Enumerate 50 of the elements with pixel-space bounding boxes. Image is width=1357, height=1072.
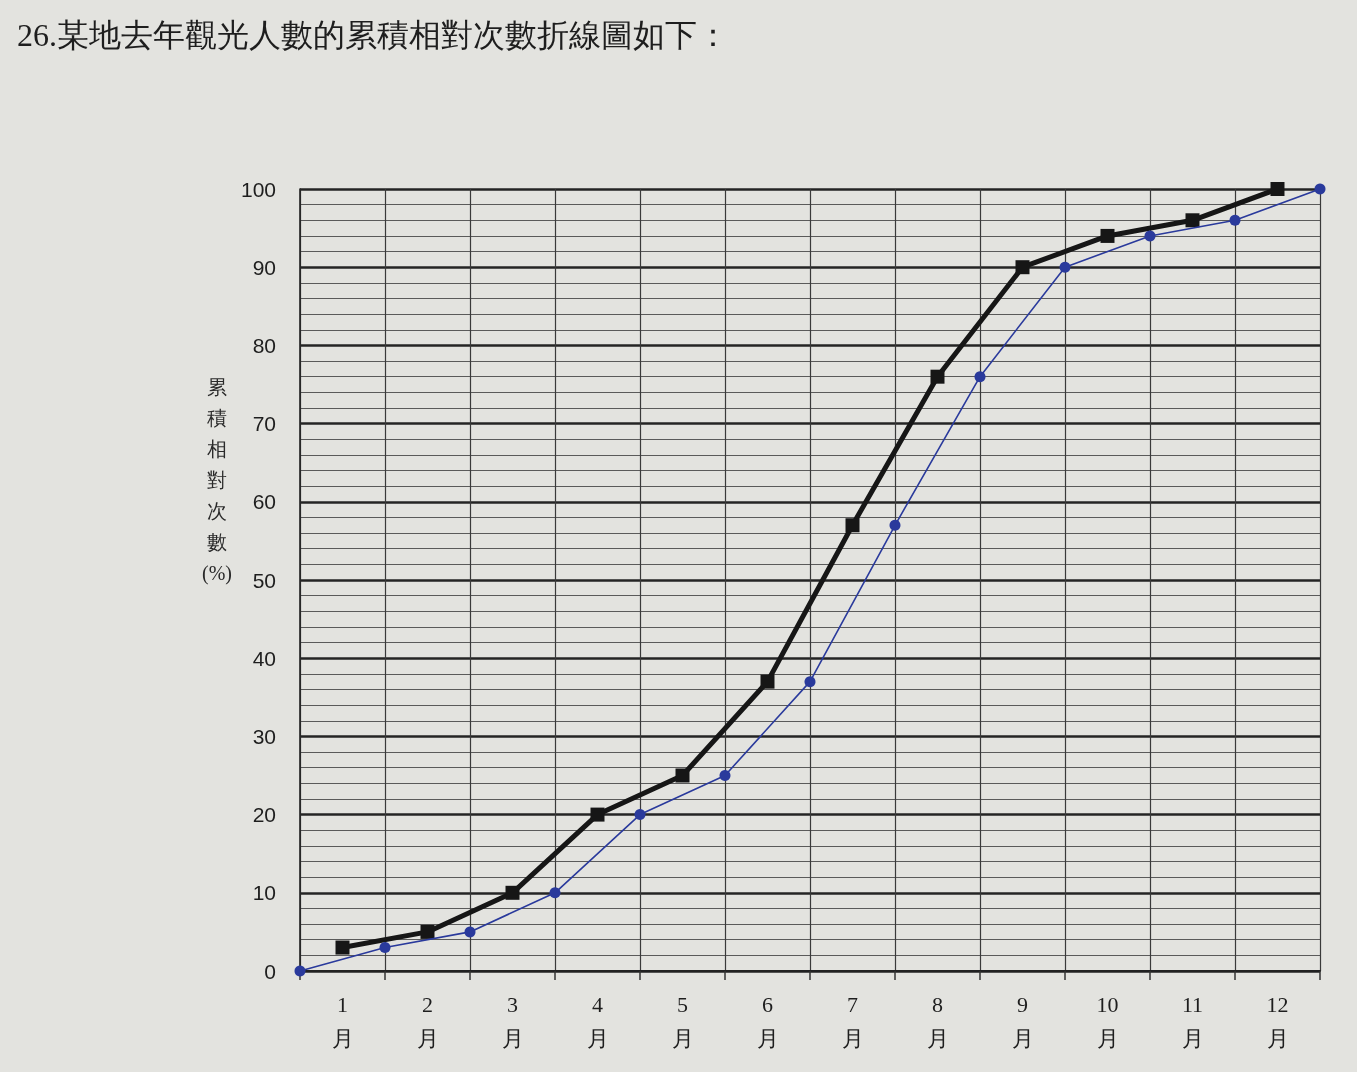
y-axis-title: 累積相對次數(%) — [202, 375, 232, 585]
x-tick-label: 9月 — [1011, 991, 1034, 1051]
x-tick-label: 7月 — [841, 991, 864, 1051]
point — [379, 942, 391, 954]
y-tick-label: 60 — [252, 490, 276, 514]
chart-title: 26.某地去年觀光人數的累積相對次數折線圖如下： — [17, 17, 729, 53]
y-tick-label: 80 — [252, 333, 276, 357]
point — [1229, 214, 1241, 226]
x-tick-label: 2月 — [416, 991, 439, 1051]
point — [420, 924, 435, 939]
point — [1314, 183, 1326, 195]
x-tick-label: 10月 — [1096, 991, 1119, 1051]
point — [294, 965, 306, 977]
x-tick-label: 8月 — [926, 991, 949, 1051]
point — [675, 768, 690, 783]
x-tick-label: 12月 — [1266, 991, 1289, 1051]
point — [1144, 230, 1156, 242]
y-tick-label: 30 — [252, 724, 276, 748]
point — [804, 676, 816, 688]
y-tick-label: 10 — [252, 881, 276, 905]
point — [1015, 260, 1030, 275]
point — [889, 519, 901, 531]
point — [335, 940, 350, 955]
point — [634, 809, 646, 821]
y-tick-label: 100 — [240, 177, 276, 201]
x-tick-label: 5月 — [671, 991, 694, 1051]
x-tick-label: 6月 — [756, 991, 779, 1051]
point — [590, 807, 605, 822]
x-tick-label: 3月 — [501, 991, 524, 1051]
point — [845, 518, 860, 533]
point — [549, 887, 561, 899]
point — [760, 674, 775, 689]
point — [974, 371, 986, 383]
y-tick-label: 50 — [252, 568, 276, 592]
point — [1059, 261, 1071, 273]
y-tick-label: 70 — [252, 412, 276, 436]
point — [505, 885, 520, 900]
y-tick-label: 20 — [252, 803, 276, 827]
x-tick-label: 4月 — [586, 991, 609, 1051]
point — [1270, 182, 1285, 196]
point — [1100, 228, 1115, 243]
y-tick-label: 0 — [264, 959, 276, 983]
point — [719, 770, 731, 781]
y-tick-label: 90 — [252, 255, 276, 279]
y-tick-label: 40 — [252, 646, 276, 670]
point — [930, 369, 945, 384]
x-tick-label: 11月 — [1181, 991, 1204, 1051]
point — [464, 926, 476, 938]
x-tick-label: 1月 — [331, 991, 354, 1051]
point — [1185, 213, 1200, 228]
